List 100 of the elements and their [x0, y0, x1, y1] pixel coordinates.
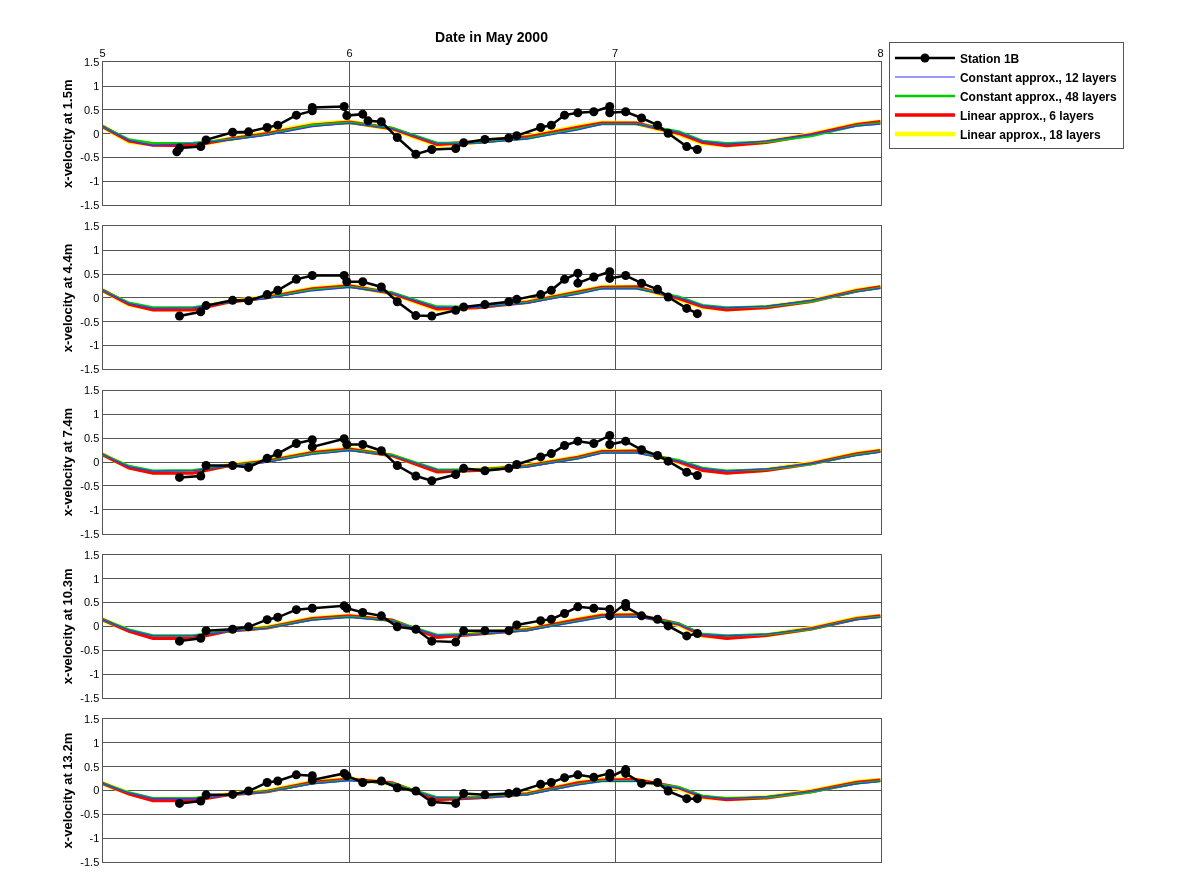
- point: [536, 779, 546, 789]
- y-tick-label: -1: [89, 339, 100, 352]
- point: [560, 773, 570, 783]
- point: [459, 302, 469, 312]
- point: [682, 794, 692, 804]
- point: [244, 296, 254, 306]
- legend-label: Linear approx., 6 layers: [959, 108, 1095, 123]
- point: [358, 608, 368, 618]
- x-axis-title: Date in May 2000: [435, 29, 549, 46]
- point: [411, 149, 421, 159]
- point: [427, 797, 437, 807]
- point: [427, 144, 437, 154]
- y-tick-label: 1: [93, 408, 100, 421]
- point: [536, 452, 546, 462]
- point: [682, 631, 692, 641]
- y-tick-label: 0.5: [84, 760, 100, 773]
- y-tick-label: 1: [93, 572, 100, 585]
- point: [291, 770, 301, 780]
- point: [363, 116, 373, 126]
- point: [480, 134, 490, 144]
- point: [262, 453, 272, 463]
- point: [480, 626, 490, 636]
- y-tick-label: -1.5: [80, 527, 100, 540]
- point: [273, 612, 283, 622]
- point: [392, 460, 402, 470]
- point: [573, 602, 583, 612]
- point: [682, 467, 692, 477]
- point: [682, 303, 692, 313]
- y-axis-title: x-velocity at 13.2m: [60, 732, 76, 849]
- point: [427, 476, 437, 486]
- point: [201, 301, 211, 311]
- point: [228, 460, 238, 470]
- point: [546, 285, 556, 295]
- point: [573, 770, 583, 780]
- point: [663, 621, 673, 631]
- point: [244, 127, 254, 137]
- point: [637, 778, 647, 788]
- point: [262, 615, 272, 625]
- point: [589, 439, 599, 449]
- point: [546, 777, 556, 787]
- point: [589, 603, 599, 613]
- point: [663, 786, 673, 796]
- point: [175, 311, 185, 321]
- point: [605, 430, 615, 440]
- point: [392, 133, 402, 143]
- point: [451, 637, 461, 647]
- y-axis-title: x-velocity at 7.4m: [60, 407, 76, 517]
- y-tick-label: -1: [89, 667, 100, 680]
- x-tick-label: 5: [99, 46, 106, 59]
- point: [307, 435, 317, 445]
- point: [196, 633, 206, 643]
- point: [480, 790, 490, 800]
- point: [392, 783, 402, 793]
- point: [573, 278, 583, 288]
- y-axis-title: x-velocity at 10.3m: [60, 568, 76, 685]
- point: [573, 268, 583, 278]
- point: [411, 786, 421, 796]
- y-axis-title: x-velocity at 4.4m: [60, 243, 76, 353]
- point: [228, 295, 238, 305]
- y-tick-label: -1.5: [80, 691, 100, 704]
- point: [342, 440, 352, 450]
- point: [196, 471, 206, 481]
- legend-label: Constant approx., 48 layers: [959, 89, 1117, 104]
- point: [504, 463, 514, 473]
- y-tick-label: 1: [93, 736, 100, 749]
- point: [307, 603, 317, 613]
- legend-label: Constant approx., 12 layers: [959, 70, 1117, 85]
- point: [512, 460, 522, 470]
- point: [175, 798, 185, 808]
- point: [244, 622, 254, 632]
- x-tick-label: 6: [346, 46, 353, 59]
- point: [560, 274, 570, 284]
- point: [459, 138, 469, 148]
- point: [621, 436, 631, 446]
- point: [682, 142, 692, 152]
- point: [196, 142, 206, 152]
- point: [560, 110, 570, 120]
- y-tick-label: -0.5: [80, 479, 100, 492]
- point: [653, 614, 663, 624]
- y-tick-label: 0.5: [84, 432, 100, 445]
- point: [291, 439, 301, 449]
- y-tick-label: -1: [89, 175, 100, 188]
- y-tick-label: -1.5: [80, 199, 100, 212]
- point: [536, 616, 546, 626]
- point: [692, 794, 702, 804]
- point: [605, 611, 615, 621]
- point: [621, 271, 631, 281]
- y-tick-label: 0: [93, 620, 100, 633]
- point: [536, 123, 546, 133]
- point: [427, 636, 437, 646]
- point: [411, 471, 421, 481]
- point: [291, 110, 301, 120]
- legend-label: Station 1B: [959, 51, 1020, 66]
- y-axis-title: x-velocity at 1.5m: [60, 79, 76, 188]
- point: [560, 440, 570, 450]
- y-tick-label: -1.5: [80, 855, 100, 868]
- point: [605, 440, 615, 450]
- point: [196, 796, 206, 806]
- legend-label: Linear approx., 18 layers: [959, 127, 1102, 142]
- point: [358, 109, 368, 119]
